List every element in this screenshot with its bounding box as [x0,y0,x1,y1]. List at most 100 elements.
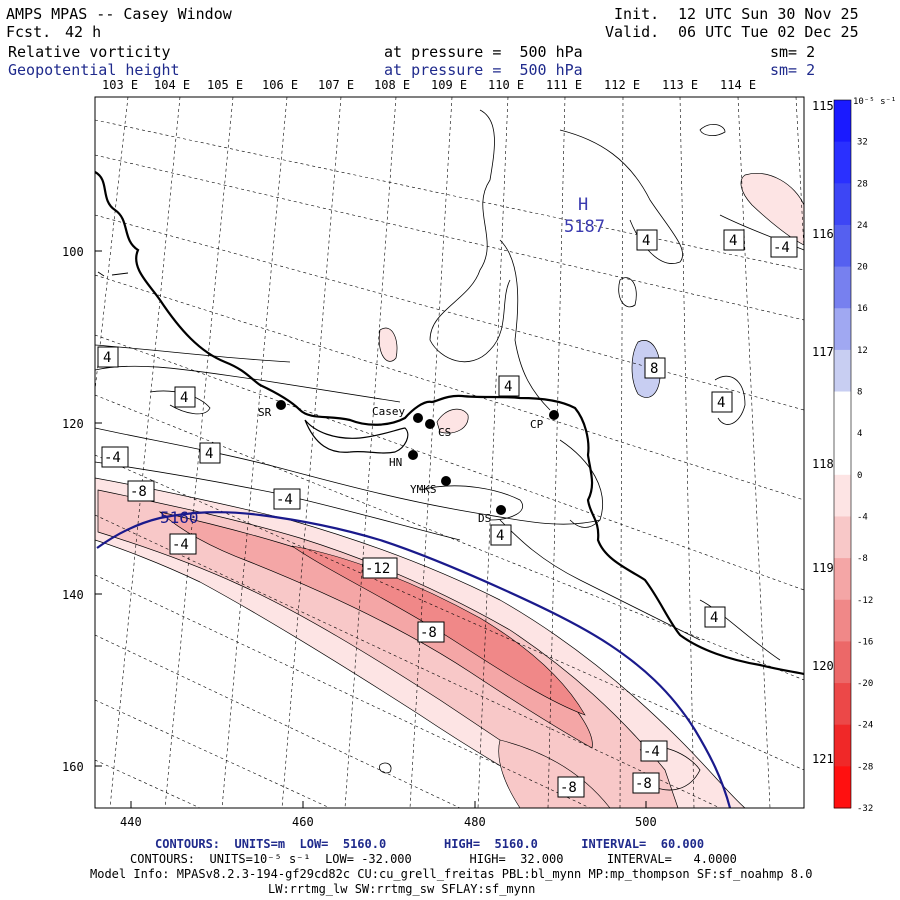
grid-latitude [95,574,591,808]
footer-vorticity-contours: CONTOURS: UNITS=10⁻⁵ s⁻¹ LOW= -32.000 HI… [130,852,737,866]
field1-level: at pressure = 500 hPa [384,43,583,61]
station-marker[interactable] [276,400,286,410]
station-marker[interactable] [413,413,423,423]
init-time: 12 UTC Sun 30 Nov 25 [678,5,859,23]
lon-label: 113 E [662,78,699,92]
contour-label-box: 4 [704,606,726,628]
valid-label: Valid. [605,23,660,41]
plot-title: AMPS MPAS -- Casey Window [6,5,232,23]
grid-longitude [795,97,804,251]
lon-label: 105 E [207,78,244,92]
svg-text:-4: -4 [104,450,121,466]
vorticity-shading-neg-casey [436,408,469,434]
contour-line [559,129,683,264]
field1-smoothing: sm= 2 [770,43,816,61]
contour-line [714,375,746,425]
colorbar-tick-label: 32 [857,138,868,148]
coastline [95,171,804,676]
contour-label-box: -4 [101,446,129,468]
colorbar-tick-label: -8 [857,554,868,564]
coastline-fragment [97,271,129,277]
grid-latitude [95,514,721,808]
station-label: SR [258,406,272,419]
station-marker[interactable] [441,476,451,486]
station-marker[interactable] [496,505,506,515]
colorbar-segment [834,641,851,684]
colorbar-segment [834,474,851,517]
y-axis-label: 160 [62,760,84,774]
contour-line [699,123,726,136]
x-axis-label: 500 [635,815,657,829]
grid-longitude [95,97,129,391]
colorbar-segment [834,516,851,559]
colorbar-tick-label: -24 [857,721,873,731]
svg-text:-4: -4 [276,492,293,508]
contour-label-box: -12 [362,557,398,579]
contour-line [149,390,211,415]
grid-longitude [547,97,566,808]
x-axis-label: 440 [120,815,142,829]
height-contour-label: 5160 [160,508,199,527]
grid-latitude [95,759,201,808]
contour-label-box: 4 [498,375,520,397]
contour-label-box: -4 [273,488,301,510]
station-label: CS [438,426,451,439]
contour-label-box: 4 [723,229,745,251]
contour-label-box: -8 [557,776,585,798]
grid-longitude [221,97,288,808]
colorbar-tick-label: -4 [857,512,868,522]
map-frame [94,96,805,809]
field2-level: at pressure = 500 hPa [384,61,583,79]
y-axis-label: 100 [62,245,84,259]
grid-latitude [95,699,331,808]
colorbar-tick-label: -28 [857,762,873,772]
colorbar [833,99,852,809]
grid-latitude [95,214,804,411]
station-marker[interactable] [408,450,418,460]
station-label: HN [389,456,402,469]
grid-longitude [619,97,624,808]
svg-text:-4: -4 [643,744,660,760]
colorbar-tick-label: 28 [857,179,868,189]
grid-longitude [737,97,771,808]
station-label: YMKS [410,483,437,496]
contour-label-box: 4 [490,524,512,546]
lon-label: 112 E [604,78,641,92]
lon-label: 110 E [488,78,525,92]
colorbar-tick-label: 8 [857,388,862,398]
contour-line [618,277,637,308]
grid-longitude [679,97,695,808]
station-marker[interactable] [425,419,435,429]
grid-longitude [164,97,234,808]
contour-line [499,519,701,641]
vorticity-shading-neg-n [378,327,398,362]
svg-text:-8: -8 [635,776,652,792]
lon-label: 109 E [431,78,468,92]
svg-text:-8: -8 [560,780,577,796]
contour-line [699,599,781,661]
forecast-label: Fcst. [6,23,52,41]
colorbar-tick-label: 4 [857,429,862,439]
station-marker[interactable] [549,410,559,420]
lon-label: 108 E [374,78,411,92]
contour-label-box: 4 [636,229,658,251]
contour-line [429,109,511,363]
init-label: Init. [614,5,660,23]
lon-label: 106 E [262,78,299,92]
station-label: CP [530,418,544,431]
lon-label: 114 E [720,78,757,92]
colorbar-tick-label: 0 [857,471,862,481]
footer-model-info: Model Info: MPASv8.2.3-194-gf29cd82c CU:… [90,867,813,881]
lon-label: 107 E [318,78,355,92]
grid-longitude [281,97,342,808]
coastline-inner [304,419,409,454]
contour-label-box: 8 [644,357,666,379]
contour-label-box: -8 [417,621,445,643]
colorbar-units: 10⁻⁵ s⁻¹ [853,97,896,107]
svg-text:-12: -12 [365,561,390,577]
colorbar-segment [834,558,851,601]
footer-height-contours: CONTOURS: UNITS=m LOW= 5160.0 HIGH= 5160… [155,837,705,851]
svg-text:4: 4 [717,395,725,411]
colorbar-segment [834,141,851,184]
